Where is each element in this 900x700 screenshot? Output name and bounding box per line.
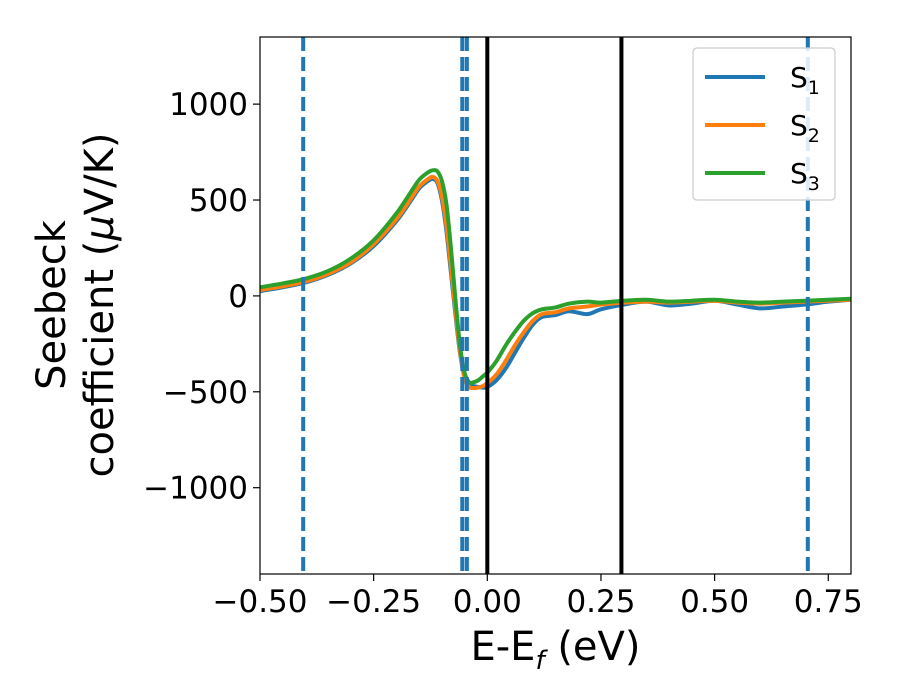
legend-item-s2: S2 <box>705 109 820 147</box>
legend-label: S3 <box>790 157 820 195</box>
legend-item-s3: S3 <box>705 157 820 195</box>
x-tick-label: 0.50 <box>680 584 749 620</box>
y-tick-label: 500 <box>189 183 248 219</box>
plot-frame <box>259 36 852 575</box>
tick-layer: −0.50 −0.25 0.00 0.25 0.50 0.75 −1000 −500 0 500 1… <box>143 87 863 620</box>
legend-label: S2 <box>790 109 820 147</box>
x-axis-label-unit: (eV) <box>545 624 641 670</box>
legend-item-s1: S1 <box>705 61 820 99</box>
y-axis-label-line2: coefficient (μV/K) <box>77 133 123 478</box>
x-tick-label: −0.50 <box>213 584 308 620</box>
y-axis-label-suffix: V/K) <box>77 133 123 216</box>
x-axis-label-main: E-E <box>470 624 535 670</box>
legend-label: S1 <box>790 61 820 99</box>
legend-items: S1 S2 S3 <box>705 61 820 195</box>
legend: S1 S2 S3 <box>692 47 836 201</box>
y-tick-label: 0 <box>228 279 248 315</box>
x-tick-label: 0.00 <box>453 584 522 620</box>
series-line-s3 <box>260 168 851 385</box>
y-axis-label-line1: Seebeck <box>29 219 75 390</box>
x-tick-label: 0.25 <box>566 584 635 620</box>
y-axis-label-mu: μ <box>77 215 123 241</box>
series-layer <box>260 168 851 391</box>
x-tick-label: −0.25 <box>326 584 421 620</box>
y-axis-label: Seebeck coefficient (μV/K) <box>29 133 123 478</box>
y-tick-label: −1000 <box>143 471 248 507</box>
x-tick-label: 0.75 <box>794 584 863 620</box>
y-tick-label: −500 <box>163 375 248 411</box>
series-line-s2 <box>260 174 851 391</box>
series-line-s1 <box>260 176 851 390</box>
y-tick-label: 1000 <box>169 87 248 123</box>
x-axis-label: E-Ef (eV) <box>470 624 640 676</box>
y-axis-label-prefix: coefficient ( <box>77 241 123 478</box>
